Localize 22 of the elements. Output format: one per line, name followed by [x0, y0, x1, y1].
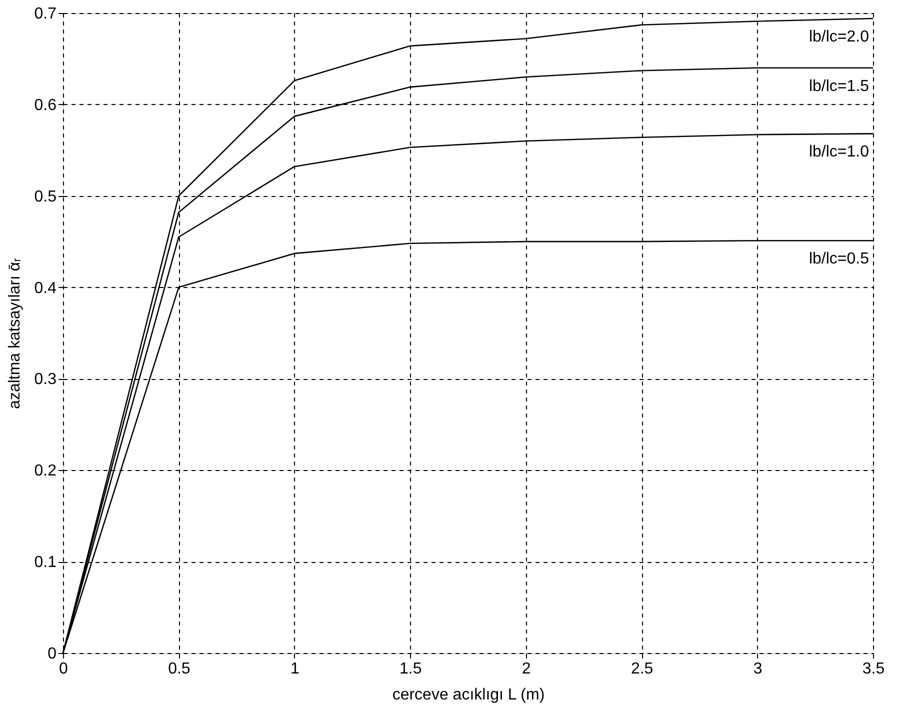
y-tick-label: 0.1 [34, 554, 57, 572]
x-axis-title: cerceve acıklıgı L (m) [392, 686, 545, 704]
x-tick-label: 3 [753, 660, 762, 678]
x-tick-label: 0.5 [168, 660, 190, 678]
series-label: lb/lc=1.0 [808, 144, 870, 161]
y-tick-label: 0.4 [34, 280, 57, 297]
x-tick-label: 2 [522, 660, 531, 678]
y-tick-label: 0.2 [34, 462, 57, 480]
x-tick-label: 1.5 [400, 660, 422, 678]
x-tick-label: 1 [290, 660, 300, 678]
y-tick-label: 0 [48, 646, 57, 662]
y-tick-label: 0.3 [34, 371, 57, 388]
series-label: lb/lc=0.5 [808, 250, 870, 268]
series-label: lb/lc=1.5 [808, 78, 870, 95]
x-tick-label: 2.5 [630, 660, 654, 678]
y-tick-label: 0.5 [34, 188, 57, 206]
series-label: lb/lc=2.0 [808, 28, 870, 46]
y-axis-title: azaltma katsayıları ᾱᵣ [6, 258, 24, 409]
x-tick-label: 3.5 [862, 660, 885, 678]
y-tick-label: 0.7 [34, 6, 57, 22]
y-tick-label: 0.6 [34, 96, 57, 114]
x-tick-label: 0 [59, 660, 68, 678]
